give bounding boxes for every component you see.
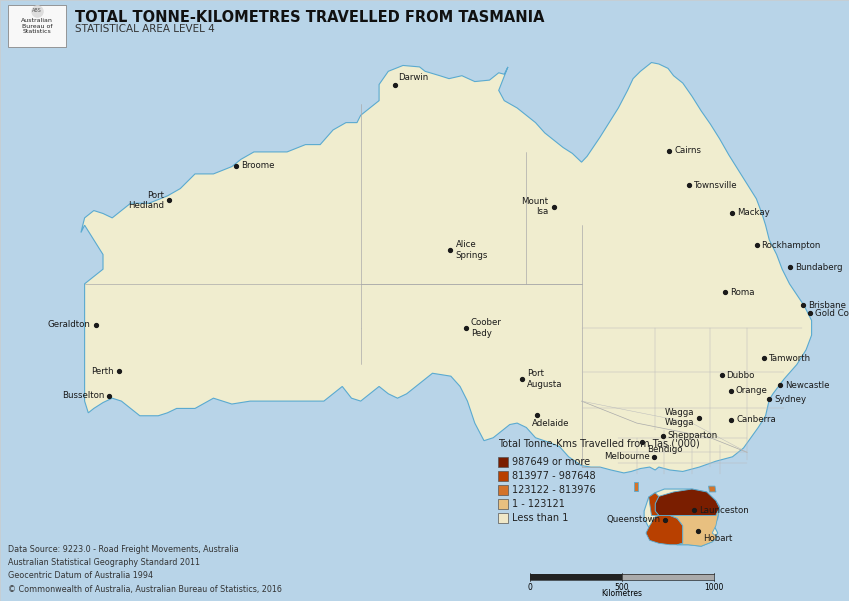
- Text: Less than 1: Less than 1: [512, 513, 568, 523]
- Text: Orange: Orange: [735, 386, 767, 395]
- Text: Launceston: Launceston: [700, 505, 749, 514]
- Text: Bundaberg: Bundaberg: [796, 263, 843, 272]
- Text: Mount
Isa: Mount Isa: [521, 197, 548, 216]
- Bar: [498, 499, 508, 509]
- Bar: [498, 513, 508, 523]
- Text: Rockhampton: Rockhampton: [762, 241, 821, 250]
- Text: 813977 - 987648: 813977 - 987648: [512, 471, 596, 481]
- Text: Geraldton: Geraldton: [48, 320, 91, 329]
- Text: Alice
Springs: Alice Springs: [456, 240, 488, 260]
- Text: Shepparton: Shepparton: [667, 432, 717, 441]
- Bar: [498, 471, 508, 481]
- Text: 500: 500: [615, 583, 629, 592]
- Text: Canberra: Canberra: [736, 415, 776, 424]
- Polygon shape: [646, 493, 683, 545]
- Text: 1 - 123121: 1 - 123121: [512, 499, 565, 509]
- Text: Tamworth: Tamworth: [769, 354, 812, 363]
- Text: Queenstown: Queenstown: [606, 515, 661, 524]
- Polygon shape: [634, 482, 638, 490]
- Bar: [622, 574, 714, 580]
- Polygon shape: [81, 63, 812, 473]
- Text: ABS: ABS: [32, 8, 42, 13]
- Text: Darwin: Darwin: [398, 73, 429, 82]
- Text: Adelaide: Adelaide: [532, 419, 570, 428]
- Text: Port
Augusta: Port Augusta: [527, 369, 563, 389]
- Text: Wagga
Wagga: Wagga Wagga: [664, 408, 694, 427]
- Text: 123122 - 813976: 123122 - 813976: [512, 485, 596, 495]
- Text: Newcastle: Newcastle: [785, 381, 829, 390]
- Text: Melbourne: Melbourne: [604, 453, 649, 462]
- Text: Gold Coast: Gold Coast: [815, 309, 849, 318]
- Polygon shape: [670, 508, 720, 546]
- Polygon shape: [644, 489, 720, 546]
- Bar: [498, 457, 508, 467]
- Text: Total Tonne-Kms Travelled from Tas ('000): Total Tonne-Kms Travelled from Tas ('000…: [498, 439, 700, 449]
- Text: Dubbo: Dubbo: [727, 371, 755, 380]
- Text: 987649 or more: 987649 or more: [512, 457, 590, 467]
- Text: Sydney: Sydney: [774, 395, 807, 404]
- Text: Cairns: Cairns: [674, 146, 701, 155]
- Text: 1000: 1000: [705, 583, 723, 592]
- Bar: [530, 574, 622, 580]
- Text: Busselton: Busselton: [62, 391, 104, 400]
- Text: STATISTICAL AREA LEVEL 4: STATISTICAL AREA LEVEL 4: [75, 24, 215, 34]
- Text: Perth: Perth: [91, 367, 114, 376]
- Text: Hobart: Hobart: [703, 534, 733, 543]
- Polygon shape: [709, 486, 716, 492]
- Text: Port
Hedland: Port Hedland: [128, 191, 164, 210]
- Text: TOTAL TONNE-KILOMETRES TRAVELLED FROM TASMANIA: TOTAL TONNE-KILOMETRES TRAVELLED FROM TA…: [75, 10, 544, 25]
- Text: Broome: Broome: [241, 162, 274, 171]
- Text: 0: 0: [527, 583, 532, 592]
- Text: Kilometres: Kilometres: [602, 589, 643, 598]
- Text: Brisbane: Brisbane: [808, 301, 846, 310]
- Text: Mackay: Mackay: [737, 209, 770, 217]
- Bar: [8, 5, 66, 47]
- Text: Coober
Pedy: Coober Pedy: [471, 319, 502, 338]
- Polygon shape: [655, 489, 720, 516]
- Text: Townsville: Townsville: [694, 180, 737, 189]
- Text: Roma: Roma: [730, 288, 755, 297]
- Bar: [498, 485, 508, 495]
- Text: Australian
Bureau of
Statistics: Australian Bureau of Statistics: [21, 17, 53, 34]
- Text: Data Source: 9223.0 - Road Freight Movements, Australia
Australian Statistical G: Data Source: 9223.0 - Road Freight Movem…: [8, 545, 282, 594]
- Text: Bendigo: Bendigo: [647, 445, 683, 454]
